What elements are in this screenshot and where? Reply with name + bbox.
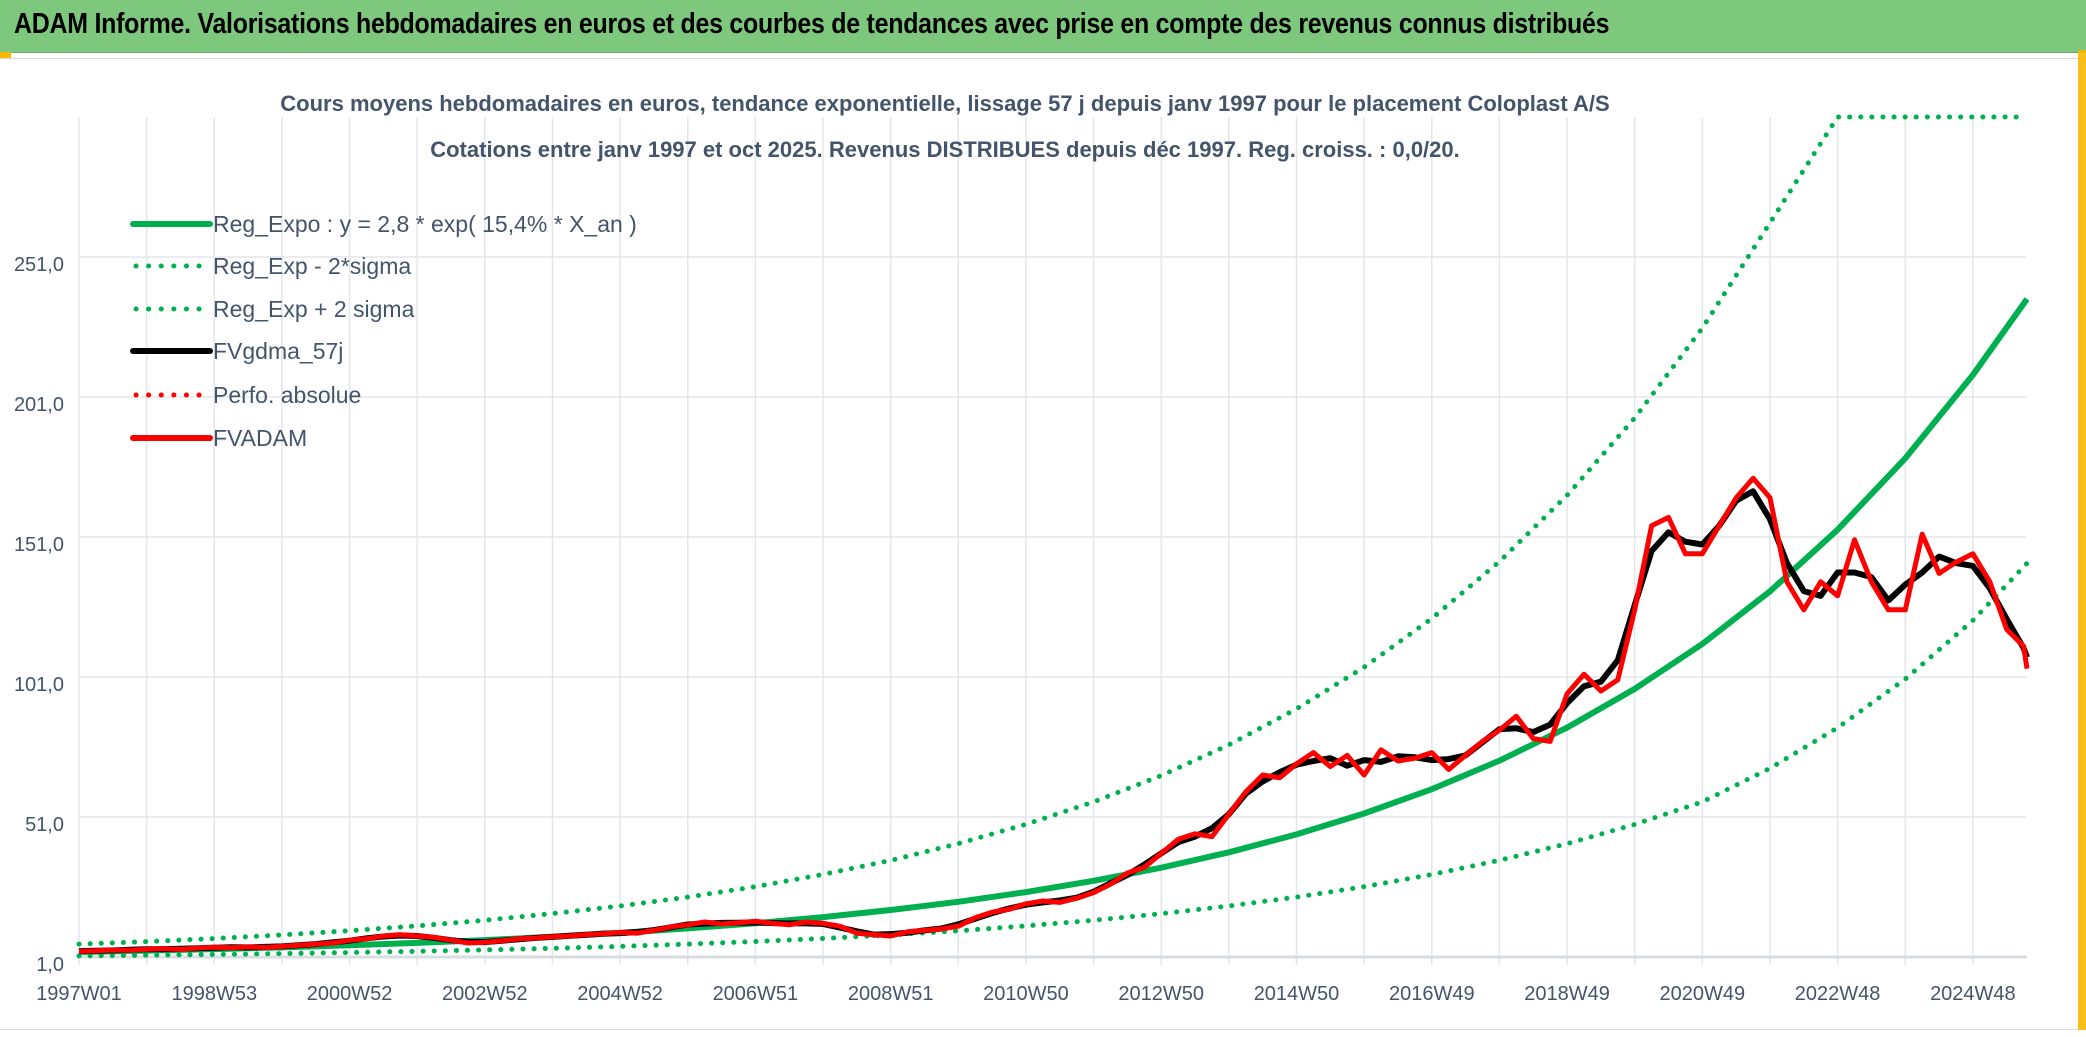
legend-label: Reg_Expo : y = 2,8 * exp( 15,4% * X_an ) <box>213 211 637 237</box>
legend-label: Reg_Exp - 2*sigma <box>213 253 411 279</box>
x-tick-label: 2000W52 <box>307 983 393 1005</box>
y-tick-label: 201,0 <box>14 394 64 416</box>
y-tick-label: 151,0 <box>14 534 64 556</box>
series-fvadam <box>78 475 2030 954</box>
x-tick-label: 2014W50 <box>1254 983 1340 1005</box>
legend-item[interactable]: Reg_Exp - 2*sigma <box>133 253 411 279</box>
legend-item[interactable]: Perfo. absolue <box>133 382 361 408</box>
x-axis: 1997W01 1998W53 2000W52 2002W52 2004W52 2006W… <box>36 983 2016 1005</box>
series-reg-expo <box>78 297 2030 955</box>
y-tick-label: 251,0 <box>14 254 64 276</box>
x-tick-label: 2016W49 <box>1389 983 1475 1005</box>
legend-item[interactable]: FVgdma_57j <box>130 338 343 364</box>
chart-resize-handle[interactable] <box>2078 50 2086 1030</box>
report-header: ADAM Informe. Valorisations hebdomadaire… <box>0 0 2086 53</box>
legend-label: Reg_Exp + 2 sigma <box>213 296 415 322</box>
chart-title: Cours moyens hebdomadaires en euros, ten… <box>280 91 1609 116</box>
legend-label: Perfo. absolue <box>213 382 361 408</box>
legend-item[interactable]: FVADAM <box>130 425 307 451</box>
y-tick-label: 1,0 <box>36 954 64 976</box>
x-tick-label: 2006W51 <box>713 983 799 1005</box>
x-tick-label: 2002W52 <box>442 983 528 1005</box>
x-tick-label: 2004W52 <box>577 983 663 1005</box>
gridlines <box>78 117 2027 965</box>
legend: Reg_Expo : y = 2,8 * exp( 15,4% * X_an )… <box>130 211 637 451</box>
y-tick-label: 51,0 <box>25 814 64 836</box>
legend-label: FVgdma_57j <box>213 338 343 364</box>
x-tick-label: 1998W53 <box>171 983 257 1005</box>
x-tick-label: 2020W49 <box>1660 983 1746 1005</box>
x-tick-label: 2010W50 <box>983 983 1069 1005</box>
legend-item[interactable]: Reg_Expo : y = 2,8 * exp( 15,4% * X_an ) <box>130 211 637 237</box>
chart-subtitle: Cotations entre janv 1997 et oct 2025. R… <box>430 137 1460 162</box>
series-reg-exp-plus-2sigma <box>76 114 2030 947</box>
x-tick-label: 2022W48 <box>1795 983 1881 1005</box>
x-tick-label: 2024W48 <box>1930 983 2016 1005</box>
x-tick-label: 1997W01 <box>36 983 122 1005</box>
legend-label: FVADAM <box>213 425 307 451</box>
y-tick-label: 101,0 <box>14 674 64 696</box>
x-tick-label: 2012W50 <box>1118 983 1204 1005</box>
legend-item[interactable]: Reg_Exp + 2 sigma <box>133 296 415 322</box>
y-axis: 1,0 51,0 101,0 151,0 201,0 251,0 <box>14 254 64 976</box>
cell-selection-marker <box>0 52 11 58</box>
series-fvgdma-57j <box>78 488 2030 955</box>
x-tick-label: 2008W51 <box>848 983 934 1005</box>
x-tick-label: 2018W49 <box>1524 983 1610 1005</box>
series-group <box>76 114 2030 959</box>
report-title: ADAM Informe. Valorisations hebdomadaire… <box>14 8 1610 40</box>
